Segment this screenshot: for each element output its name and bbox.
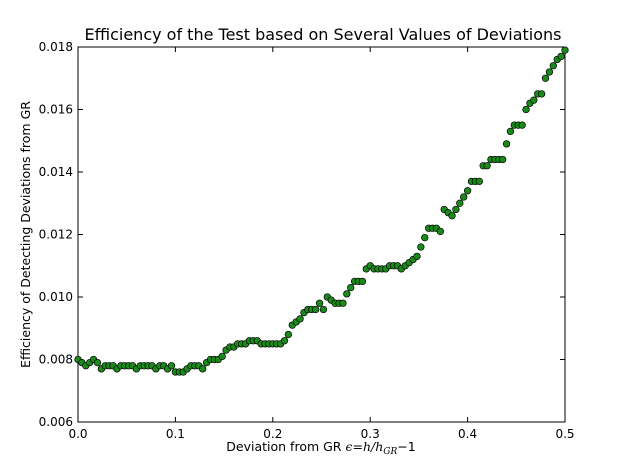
data-point [280, 337, 289, 345]
x-axis-label-text: Deviation from GR [226, 439, 342, 454]
data-point [545, 68, 554, 76]
data-point [347, 283, 355, 292]
y-tick-label: 0.012 [39, 228, 73, 242]
data-point [319, 305, 328, 314]
data-point [417, 243, 425, 251]
data-point [463, 187, 472, 195]
y-tick-label: 0.014 [39, 165, 73, 179]
data-point [199, 365, 207, 373]
y-axis-ticks: 0.006 0.008 0.010 0.012 0.014 0.016 0.018 [39, 40, 565, 429]
data-point [421, 233, 429, 242]
x-tick-label: 0.2 [263, 427, 282, 441]
x-tick-label: 0.5 [555, 427, 574, 441]
data-point [452, 205, 460, 214]
data-point [167, 362, 176, 370]
data-point [557, 52, 565, 61]
y-tick-label: 0.010 [39, 290, 73, 304]
data-point [460, 193, 468, 201]
data-point [315, 299, 324, 307]
data-point [537, 90, 546, 98]
data-point [296, 315, 304, 323]
y-tick-label: 0.008 [39, 353, 73, 367]
x-axis-ticks: 0.0 0.1 0.2 0.3 0.4 0.5 [68, 47, 575, 441]
data-points [74, 46, 569, 376]
data-point [413, 252, 421, 261]
y-tick-label: 0.006 [39, 415, 73, 429]
data-point [522, 105, 530, 114]
data-point [312, 305, 320, 314]
plot-area [77, 46, 566, 423]
data-point [483, 162, 491, 170]
data-point [561, 46, 569, 54]
x-axis-label: Deviation from GR ϵ=h/hGR−1 [226, 439, 415, 457]
data-point [358, 277, 367, 286]
data-point [218, 352, 226, 361]
y-tick-label: 0.016 [39, 103, 73, 117]
data-point [448, 212, 456, 220]
chart-title: Efficiency of the Test based on Several … [85, 25, 562, 44]
data-point [506, 127, 515, 136]
data-point [475, 177, 483, 186]
data-point [518, 121, 526, 129]
data-point [456, 199, 464, 207]
data-point [530, 96, 538, 104]
y-axis-label: Efficiency of Detecting Deviations from … [18, 101, 33, 368]
data-point [93, 358, 102, 367]
x-tick-label: 0.4 [458, 427, 477, 441]
x-tick-label: 0.1 [166, 427, 185, 441]
data-point [499, 155, 507, 164]
data-point [343, 290, 351, 298]
data-point [502, 140, 511, 148]
data-point [436, 227, 444, 236]
data-point [284, 330, 293, 339]
x-tick-label: 0.0 [68, 427, 87, 441]
x-tick-label: 0.3 [361, 427, 380, 441]
y-tick-label: 0.018 [39, 40, 73, 54]
data-point [549, 62, 557, 70]
data-point [339, 299, 347, 307]
data-point [541, 74, 550, 82]
